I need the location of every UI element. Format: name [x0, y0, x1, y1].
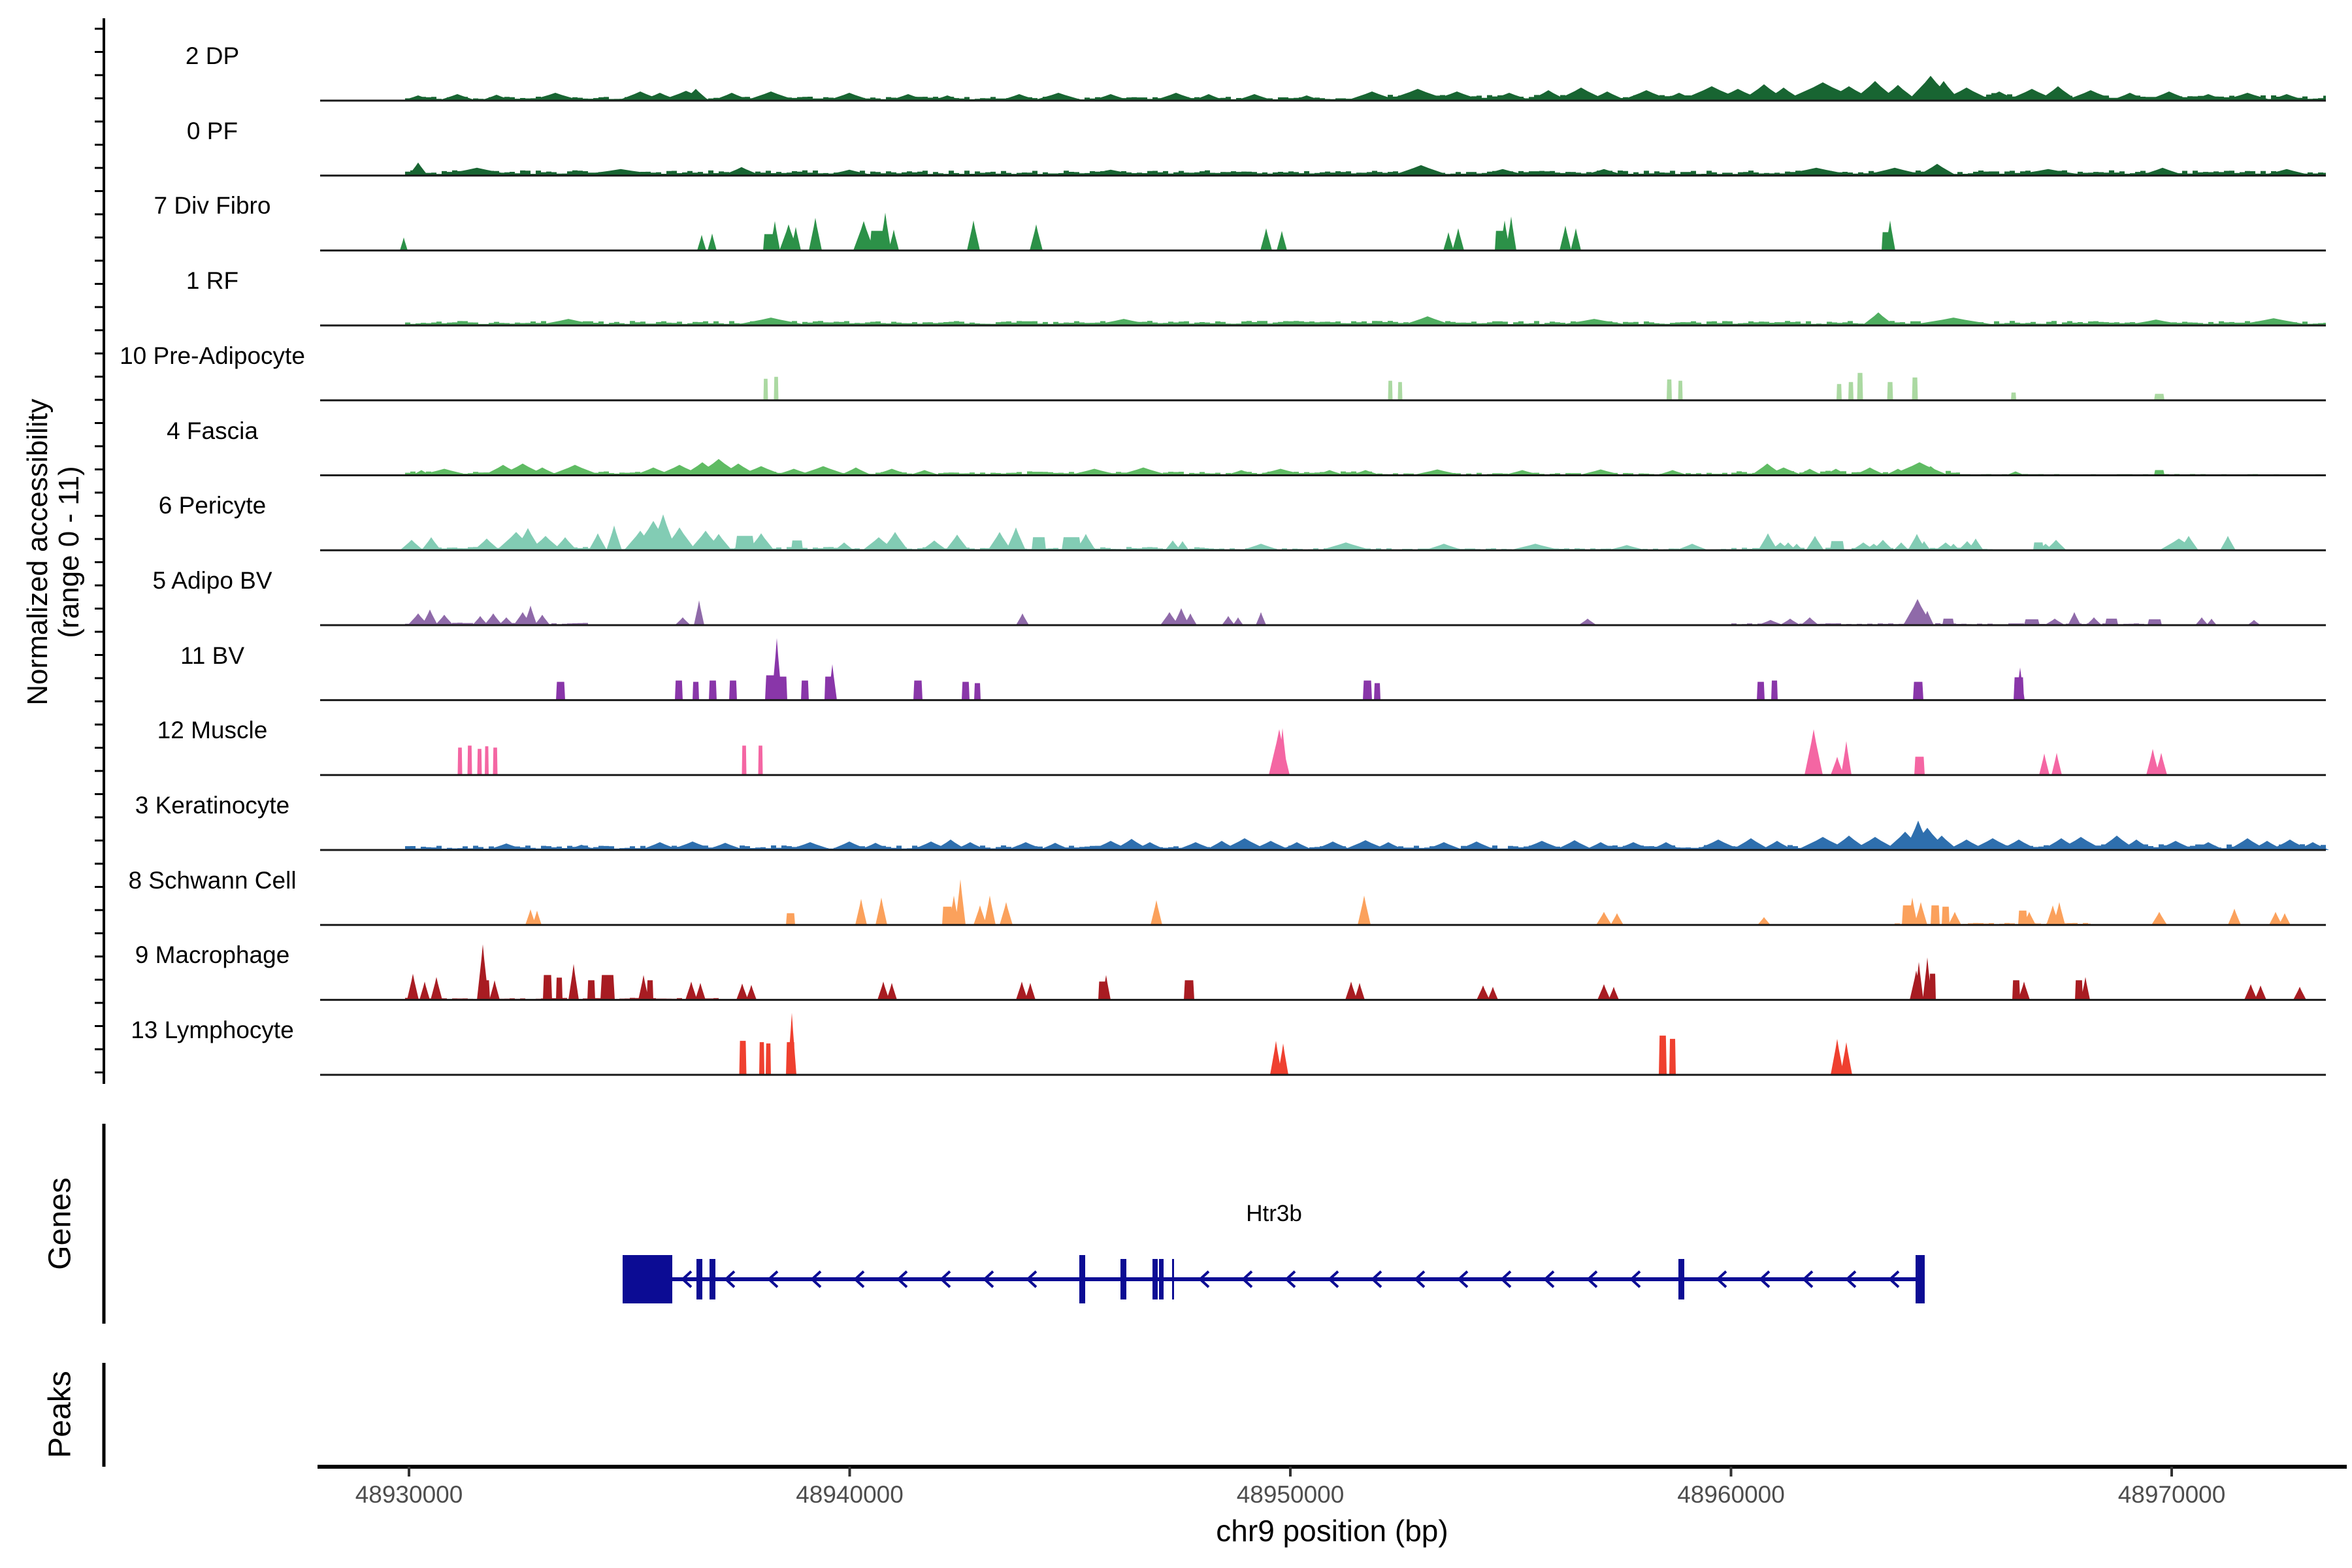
gene-exon-4 [1120, 1259, 1126, 1299]
x-tick-label-48960000: 48960000 [1677, 1481, 1785, 1508]
gene-strand-arrow-left [1802, 1270, 1814, 1288]
track-label-11-bv: 11 BV [180, 642, 245, 669]
gene-strand-arrow-left [896, 1270, 908, 1288]
gene-strand-arrow-left [1888, 1270, 1900, 1288]
x-tick-label-48950000: 48950000 [1236, 1481, 1345, 1508]
gene-strand-arrow-left [1629, 1270, 1641, 1288]
track-signal-8-schwann-cell [525, 879, 2291, 925]
track-signal-11-bv [556, 638, 2025, 700]
gene-strand-arrow-left [1371, 1270, 1382, 1288]
gene-exon-0 [623, 1255, 672, 1303]
gene-strand-arrow-left [1716, 1270, 1727, 1288]
gene-strand-arrow-left [1845, 1270, 1857, 1288]
track-signal-2-dp [402, 76, 2306, 101]
track-signal-10-pre-adipocyte [763, 372, 2164, 400]
track-label-9-macrophage: 9 Macrophage [135, 941, 290, 969]
gene-strand-arrow-left [1500, 1270, 1512, 1288]
track-label-7-div-fibro: 7 Div Fibro [154, 192, 271, 220]
track-signal-7-div-fibro [400, 212, 1895, 251]
track-signal-4-fascia [412, 459, 2164, 476]
gene-strand-arrow-left [1543, 1270, 1555, 1288]
track-signal-1-rf [536, 312, 2313, 326]
x-axis-title: chr9 position (bp) [1216, 1514, 1448, 1548]
genes-section-label: Genes [42, 1177, 78, 1270]
track-label-3-keratinocyte: 3 Keratinocyte [135, 792, 290, 819]
peaks-section-label: Peaks [42, 1371, 78, 1458]
track-signal-9-macrophage [407, 944, 2306, 1000]
gene-strand-arrow-left [1414, 1270, 1426, 1288]
gene-strand-arrow-left [767, 1270, 779, 1288]
track-label-2-dp: 2 DP [185, 42, 240, 69]
gene-exon-1 [696, 1259, 702, 1299]
track-label-12-muscle: 12 Muscle [157, 717, 268, 744]
gene-strand-arrow-left [1328, 1270, 1339, 1288]
x-tick-label-48970000: 48970000 [2117, 1481, 2226, 1508]
gene-strand-arrow-left [1586, 1270, 1598, 1288]
gene-strand-arrow-left [1284, 1270, 1296, 1288]
gene-strand-arrow-left [983, 1270, 994, 1288]
gene-exon-2 [710, 1259, 715, 1299]
gene-strand-arrow-left [939, 1270, 951, 1288]
x-tick-label-48940000: 48940000 [796, 1481, 904, 1508]
x-tick-label-48930000: 48930000 [355, 1481, 463, 1508]
gene-strand-arrow-left [853, 1270, 865, 1288]
track-label-10-pre-adipocyte: 10 Pre-Adipocyte [120, 342, 305, 369]
gene-strand-arrow-left [681, 1270, 693, 1288]
track-signal-0-pf [408, 162, 2313, 176]
gene-strand-arrow-left [1759, 1270, 1771, 1288]
gene-strand-arrow-left [1457, 1270, 1469, 1288]
track-label-4-fascia: 4 Fascia [167, 417, 258, 444]
track-label-0-pf: 0 PF [186, 117, 238, 144]
gene-exon-9 [1916, 1255, 1925, 1303]
gene-strand-arrow-left [1241, 1270, 1253, 1288]
y-axis-label-line2: (range 0 - 11) [53, 466, 85, 638]
track-signal-5-adipo-bv [408, 598, 2261, 625]
track-signal-12-muscle [457, 728, 2167, 776]
gene-strand-arrow-left [1026, 1270, 1037, 1288]
gene-exon-3 [1079, 1255, 1085, 1303]
y-axis-label-line1: Normalized accessibility [22, 399, 54, 706]
gene-strand-arrow-left [724, 1270, 736, 1288]
track-label-5-adipo-bv: 5 Adipo BV [152, 566, 272, 594]
track-signal-13-lymphocyte [739, 1013, 1852, 1075]
gene-exon-5 [1152, 1259, 1158, 1299]
gene-exon-8 [1678, 1259, 1684, 1299]
gene-name-label: Htr3b [1246, 1201, 1302, 1226]
gene-exon-7 [1172, 1259, 1174, 1299]
track-label-13-lymphocyte: 13 Lymphocyte [131, 1017, 294, 1044]
track-label-1-rf: 1 RF [186, 267, 239, 295]
track-signal-3-keratinocyte [487, 821, 2329, 850]
gene-exon-6 [1159, 1259, 1164, 1299]
track-label-6-pericyte: 6 Pericyte [158, 492, 267, 519]
track-signal-6-pericyte [400, 514, 2236, 551]
gene-strand-arrow-left [810, 1270, 822, 1288]
gene-strand-arrow-left [1198, 1270, 1210, 1288]
track-label-8-schwann-cell: 8 Schwann Cell [128, 866, 297, 894]
track-noise-1-rf [405, 321, 2326, 326]
